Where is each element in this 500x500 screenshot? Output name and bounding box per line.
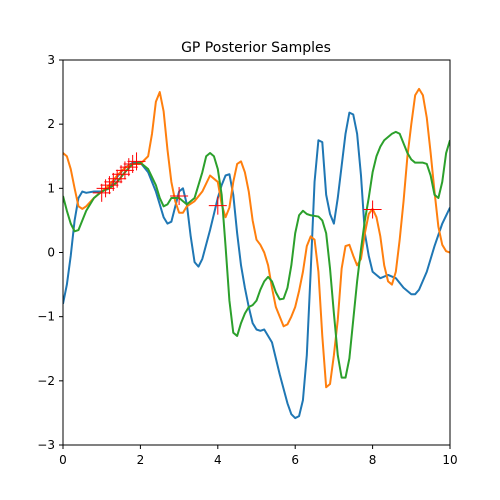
chart-title: GP Posterior Samples (181, 40, 331, 56)
observation-marker (92, 183, 111, 202)
y-tick-label: −1 (37, 310, 55, 324)
y-tick-label: 2 (47, 117, 55, 131)
observation-marker (108, 169, 127, 188)
x-tick-label: 8 (369, 453, 377, 467)
y-axis: −3 −2 −1 0 1 2 3 (37, 53, 63, 452)
x-tick-label: 0 (59, 453, 67, 467)
y-tick-label: 1 (47, 181, 55, 195)
series-line-1 (63, 111, 450, 420)
observation-marker (104, 172, 123, 191)
y-tick-label: −3 (37, 438, 55, 452)
observation-marker (119, 158, 138, 177)
x-tick-label: 6 (291, 453, 299, 467)
y-tick-label: 3 (47, 53, 55, 67)
x-tick-label: 10 (442, 453, 457, 467)
observation-marker (127, 152, 146, 171)
x-axis: 0 2 4 6 8 10 (59, 445, 458, 467)
series-line-3 (63, 130, 450, 379)
observation-marker (123, 154, 142, 173)
y-tick-label: −2 (37, 374, 55, 388)
observation-marker (363, 200, 382, 219)
observation-marker (112, 165, 131, 184)
y-tick-label: 0 (47, 246, 55, 260)
observation-marker (208, 196, 227, 215)
plot-area (63, 87, 450, 420)
axes-frame (62, 59, 451, 446)
observation-marker (170, 187, 189, 206)
x-tick-label: 2 (137, 453, 145, 467)
x-tick-label: 4 (214, 453, 222, 467)
series-line-2 (63, 87, 450, 389)
